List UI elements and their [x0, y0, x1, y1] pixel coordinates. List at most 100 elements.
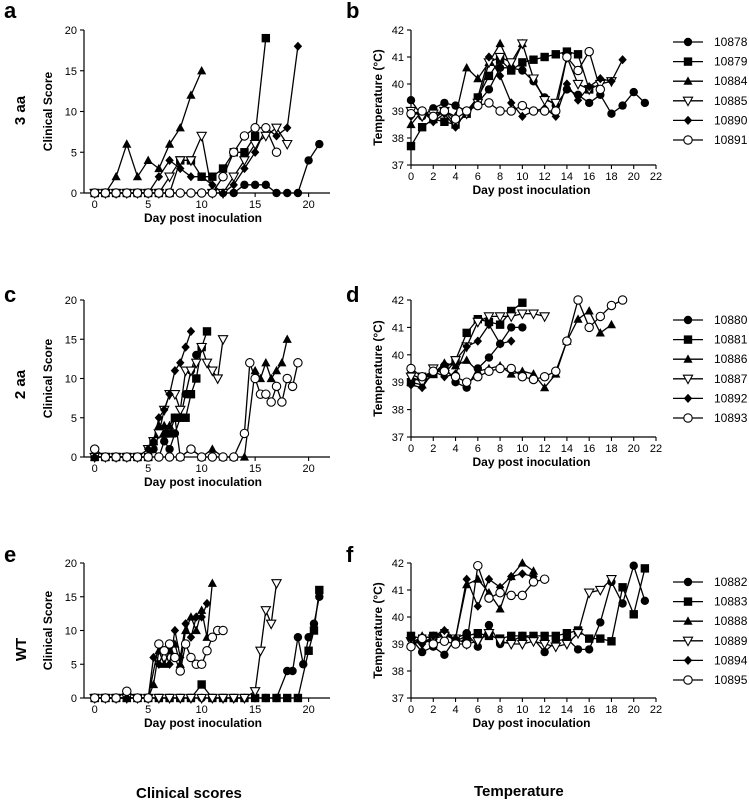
- y-tick-label: 40: [392, 79, 404, 91]
- data-point-10889: [249, 687, 261, 698]
- data-point-10890: [154, 172, 164, 182]
- data-point-10893: [539, 371, 550, 382]
- data-point-10878: [451, 101, 460, 110]
- data-point-10888: [207, 578, 217, 587]
- data-point-10893: [218, 452, 228, 462]
- data-point-10892: [507, 336, 516, 346]
- data-point-10884: [164, 139, 175, 148]
- data-point-10887: [450, 356, 462, 367]
- data-point-10883: [607, 637, 616, 646]
- data-point-10878: [304, 156, 313, 165]
- data-point-10885: [270, 123, 283, 134]
- data-point-10884: [132, 171, 143, 181]
- y-tick-label: 39: [392, 639, 404, 651]
- data-point-10883: [197, 680, 206, 689]
- x-tick-label: 10: [516, 171, 528, 183]
- data-point-10891: [450, 114, 461, 124]
- data-point-10881: [181, 413, 190, 422]
- data-point-10883: [309, 626, 319, 635]
- x-tick-label: 0: [408, 171, 414, 183]
- data-point-10893: [282, 373, 292, 384]
- data-point-10891: [551, 106, 561, 116]
- data-point-10893: [196, 452, 207, 462]
- data-point-10895: [196, 659, 207, 669]
- data-point-10893: [406, 363, 416, 374]
- data-point-10879: [573, 50, 583, 59]
- data-point-10888: [175, 659, 185, 668]
- series-10889: [89, 579, 283, 704]
- y-tick-label: 5: [71, 413, 77, 425]
- series-10893: [89, 358, 303, 462]
- legend-label-10893: 10893: [714, 411, 748, 425]
- y-tick-label: 15: [65, 592, 77, 604]
- data-point-10890: [186, 172, 196, 182]
- y-axis-title: Clinical Score: [41, 338, 55, 418]
- data-point-10891: [239, 131, 250, 141]
- y-tick-label: 39: [392, 377, 404, 389]
- series-10892: [90, 326, 196, 462]
- data-point-10887: [472, 317, 484, 328]
- legend-label-10884: 10884: [714, 74, 748, 88]
- data-point-10889: [605, 575, 617, 586]
- data-point-10890: [573, 95, 583, 105]
- series-10891: [406, 46, 606, 124]
- legend-d: 10880 10881 10886 10887 10892 10893: [673, 313, 748, 425]
- data-point-10895: [207, 632, 218, 642]
- data-point-10885: [494, 52, 506, 63]
- y-tick-label: 37: [392, 693, 404, 705]
- data-point-10893: [175, 452, 186, 462]
- data-point-10892: [484, 320, 494, 330]
- data-point-10883: [507, 631, 516, 641]
- data-point-10885: [238, 156, 250, 167]
- x-tick-label: 18: [605, 704, 617, 716]
- data-point-10891: [175, 188, 186, 198]
- series-line-10878: [410, 67, 646, 118]
- data-point-10882: [304, 633, 313, 642]
- data-point-10879: [551, 50, 560, 59]
- legend-marker-10894: [683, 655, 693, 665]
- data-point-10893: [506, 363, 516, 374]
- data-point-10889: [527, 637, 540, 648]
- data-point-10890: [562, 79, 572, 89]
- data-point-10891: [250, 123, 260, 133]
- data-point-10883: [250, 693, 260, 703]
- data-point-10885: [550, 98, 562, 109]
- x-tick-label: 10: [516, 704, 528, 716]
- legend-label-10891: 10891: [714, 133, 748, 147]
- y-tick-label: 10: [65, 374, 77, 386]
- x-tick-label: 0: [408, 704, 414, 716]
- data-point-10893: [461, 377, 472, 387]
- x-tick-label: 22: [650, 704, 662, 716]
- data-point-10887: [206, 366, 218, 377]
- data-point-10884: [111, 171, 121, 181]
- series-10893: [406, 295, 628, 387]
- data-point-10887: [494, 312, 506, 323]
- data-point-10889: [238, 693, 250, 704]
- x-axis-title: Day post inoculation: [472, 183, 590, 197]
- data-point-10891: [207, 188, 218, 198]
- y-tick-label: 5: [71, 659, 77, 671]
- data-point-10891: [164, 188, 175, 198]
- data-point-10893: [293, 358, 303, 368]
- data-point-10884: [186, 90, 196, 99]
- x-tick-label: 12: [539, 443, 551, 455]
- legend-marker-10878: [683, 37, 693, 47]
- series-line-10890: [94, 46, 299, 194]
- x-tick-label: 2: [430, 171, 436, 183]
- data-point-10891: [506, 106, 516, 116]
- data-point-10889: [583, 588, 595, 599]
- data-point-10895: [89, 693, 100, 703]
- y-tick-label: 10: [65, 107, 77, 119]
- x-axis-title: Day post inoculation: [144, 211, 262, 225]
- data-point-10888: [473, 574, 483, 583]
- x-tick-label: 6: [475, 443, 481, 455]
- data-point-10890: [229, 180, 238, 190]
- data-point-10891: [528, 106, 539, 116]
- data-point-10890: [208, 180, 217, 190]
- data-point-10891: [484, 98, 494, 108]
- data-point-10895: [528, 577, 539, 587]
- data-point-10893: [132, 452, 143, 462]
- data-point-10889: [472, 637, 484, 648]
- data-point-10889: [539, 639, 551, 650]
- data-point-10893: [239, 428, 250, 439]
